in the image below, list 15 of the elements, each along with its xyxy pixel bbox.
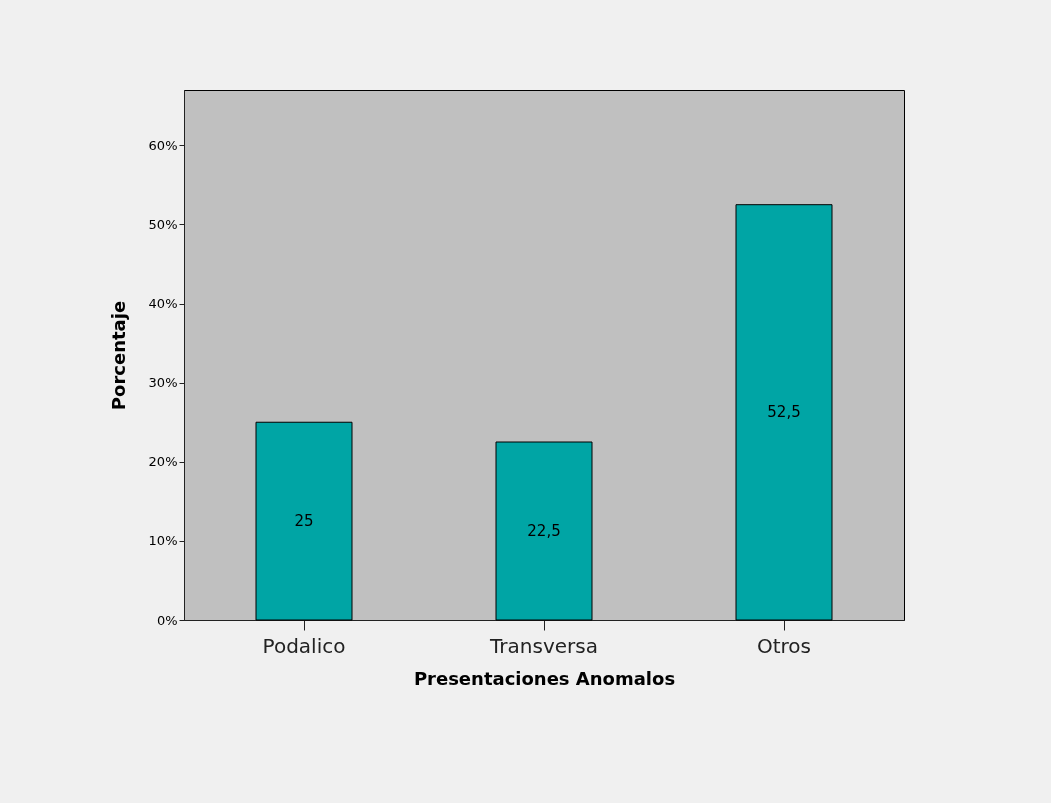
data-label: 25: [294, 512, 314, 531]
y-tick-label: 40%: [148, 296, 178, 312]
y-tick-label: 60%: [148, 137, 178, 153]
x-tick-label: Podalico: [262, 633, 346, 658]
data-label: 52,5: [767, 403, 801, 422]
y-tick-label: 0%: [156, 612, 178, 628]
data-label: 22,5: [527, 522, 561, 541]
y-tick-label: 20%: [148, 454, 178, 470]
x-tick-label: Transversa: [489, 633, 598, 658]
y-tick-label: 30%: [148, 375, 178, 391]
y-tick-label: 50%: [148, 216, 178, 232]
x-axis-title: Presentaciones Anomalos: [413, 667, 676, 689]
y-axis-title: Porcentaje: [107, 300, 129, 411]
x-tick-label: Otros: [756, 633, 812, 658]
y-tick-label: 10%: [148, 533, 178, 549]
